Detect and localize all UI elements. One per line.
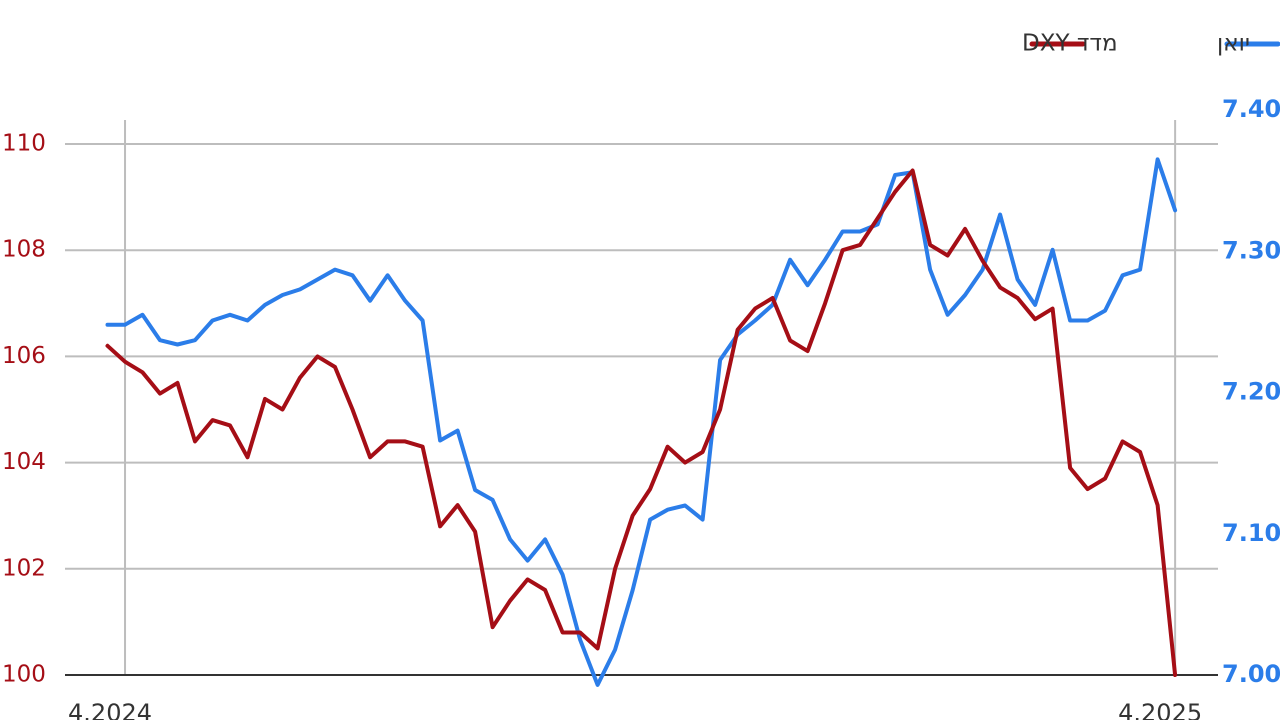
y-tick-label: 108 xyxy=(2,237,46,263)
series-line xyxy=(105,168,1178,677)
y2-tick-label: 7.00 xyxy=(1222,660,1280,688)
y2-tick-label: 7.20 xyxy=(1222,378,1280,406)
y2-tick-label: 7.40 xyxy=(1222,95,1280,123)
y2-tick-label: 7.10 xyxy=(1222,519,1280,547)
y-tick-label: 102 xyxy=(2,555,46,581)
x-tick-label: 4.2025 xyxy=(1118,699,1202,720)
y2-tick-label: 7.30 xyxy=(1222,236,1280,264)
legend-label: מדד DXY xyxy=(1022,31,1118,57)
legend-label: יואן xyxy=(1217,31,1250,57)
series-line xyxy=(105,157,1178,687)
y-tick-label: 100 xyxy=(2,662,46,688)
y-tick-label: 110 xyxy=(2,130,46,156)
x-tick-label: 4.2024 xyxy=(68,699,152,720)
y-tick-label: 104 xyxy=(2,449,46,475)
y-tick-label: 106 xyxy=(2,343,46,369)
